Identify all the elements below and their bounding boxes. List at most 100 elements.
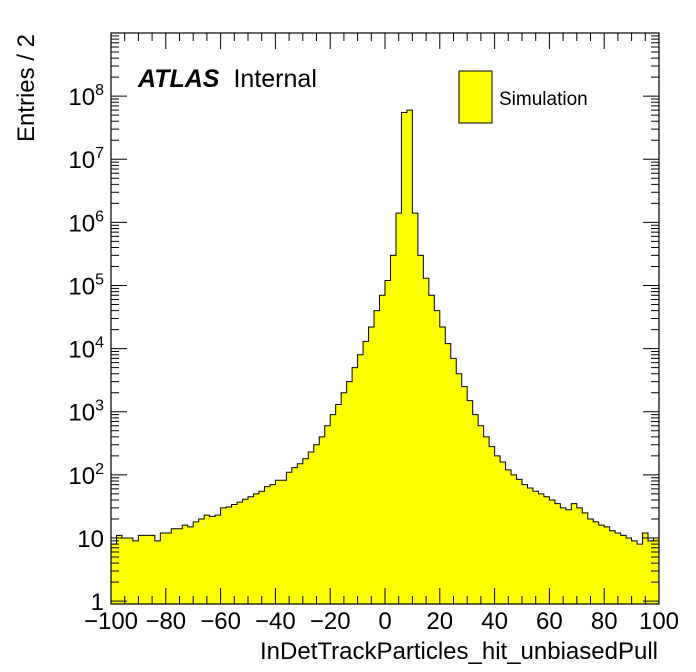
x-tick-label: −60 xyxy=(200,608,241,635)
histogram-bin xyxy=(258,491,265,604)
histogram-bin xyxy=(450,358,457,604)
histogram-bin xyxy=(401,112,408,605)
histogram-bin xyxy=(127,537,134,604)
histogram-bin xyxy=(620,535,627,604)
histogram-bin xyxy=(582,512,589,604)
histogram-bin xyxy=(193,521,200,604)
histogram-bin xyxy=(363,341,369,604)
histogram-bin xyxy=(330,414,337,604)
histogram-bin xyxy=(231,504,238,604)
x-tick-label: −40 xyxy=(255,608,296,635)
x-tick-label: −20 xyxy=(310,608,351,635)
histogram-bin xyxy=(406,110,413,605)
histogram-bin xyxy=(242,499,249,604)
x-tick-label: 0 xyxy=(378,608,391,635)
histogram-bin xyxy=(565,509,572,604)
histogram-bin xyxy=(341,392,348,604)
atlas-label: ATLAS Internal xyxy=(137,65,317,93)
histogram-bin xyxy=(434,310,441,604)
histogram-bin xyxy=(187,526,194,604)
histogram-bin xyxy=(165,532,172,604)
histogram-bin xyxy=(204,515,211,604)
histogram-bin xyxy=(609,530,616,604)
histogram-bin xyxy=(571,503,578,604)
histogram-bin xyxy=(182,525,189,604)
histogram-bin xyxy=(374,310,380,604)
histogram-bin xyxy=(428,295,435,604)
histogram-bin xyxy=(642,532,649,604)
histogram-bin xyxy=(308,452,315,604)
histogram-bin xyxy=(226,506,232,604)
histogram-bin xyxy=(631,540,638,604)
histogram-bin xyxy=(522,484,528,604)
histogram-bin xyxy=(412,213,419,604)
y-tick-label: 103 xyxy=(68,398,104,427)
histogram-bin xyxy=(576,507,583,604)
histogram-bin xyxy=(456,373,463,604)
histogram-bin xyxy=(171,528,178,604)
atlas-status: Internal xyxy=(233,65,316,93)
histogram-bin xyxy=(423,278,430,604)
histogram-bin xyxy=(143,535,150,604)
histogram-bin xyxy=(286,472,293,604)
histogram-bin xyxy=(121,537,128,604)
histogram-bin xyxy=(335,404,342,604)
histogram-bin xyxy=(160,532,167,604)
histogram-bin xyxy=(560,507,567,604)
histogram-bin xyxy=(554,503,561,604)
y-tick-label: 106 xyxy=(68,208,104,237)
histogram-bin xyxy=(390,255,397,605)
histogram-bin xyxy=(198,518,205,604)
x-tick-label: −100 xyxy=(84,608,138,635)
histogram-bin xyxy=(472,414,479,604)
x-axis-title: InDetTrackParticles_hit_unbiasedPull xyxy=(260,638,658,665)
histogram-bin xyxy=(511,474,517,604)
histogram-bin xyxy=(275,480,282,604)
histogram-bin xyxy=(483,436,490,604)
histogram-bin xyxy=(439,327,446,604)
histogram-bin xyxy=(587,518,594,604)
histogram-bin xyxy=(116,535,123,604)
legend-label: Simulation xyxy=(499,89,588,110)
histogram-bars xyxy=(111,110,660,605)
histogram-bin xyxy=(297,463,304,604)
histogram-bin xyxy=(280,480,287,604)
x-tick-labels: −100 −80 −60 −40 −20 0 20 40 60 80 100 xyxy=(84,608,679,635)
x-tick-label: 40 xyxy=(481,608,508,635)
histogram-bin xyxy=(445,343,452,604)
x-tick-label: 60 xyxy=(536,608,563,635)
axis-ticks xyxy=(110,32,660,605)
histogram-bin xyxy=(253,493,260,604)
histogram-bin xyxy=(489,446,495,604)
histogram-bin xyxy=(111,544,117,604)
x-tick-label: 100 xyxy=(639,608,679,635)
histogram-bin xyxy=(478,425,485,604)
y-tick-label: 10 xyxy=(77,526,104,553)
histogram-bin xyxy=(132,540,139,604)
histogram-bin xyxy=(215,515,221,604)
histogram-bin xyxy=(538,493,545,604)
histogram-bin xyxy=(467,400,474,604)
histogram-bin xyxy=(637,544,643,604)
x-tick-label: 80 xyxy=(591,608,618,635)
x-tick-label: 20 xyxy=(426,608,453,635)
histogram-bin xyxy=(176,528,183,604)
histogram-bin xyxy=(248,496,254,604)
histogram-bin xyxy=(269,484,276,604)
histogram-bin xyxy=(532,491,539,604)
x-tick-label: −80 xyxy=(145,608,186,635)
histogram-bin xyxy=(385,280,391,604)
y-tick-label: 105 xyxy=(68,271,104,300)
histogram-outline xyxy=(110,109,660,604)
y-tick-label: 108 xyxy=(68,82,104,111)
histogram-bin xyxy=(138,535,145,604)
histogram-bin xyxy=(500,461,506,604)
histogram-bin xyxy=(626,537,632,604)
histogram-bin xyxy=(604,526,611,604)
histogram-bin xyxy=(527,487,534,604)
histogram-bin xyxy=(494,455,501,604)
histogram-bin xyxy=(549,499,556,604)
histogram-bin xyxy=(291,467,298,604)
histogram-bin xyxy=(593,521,600,604)
